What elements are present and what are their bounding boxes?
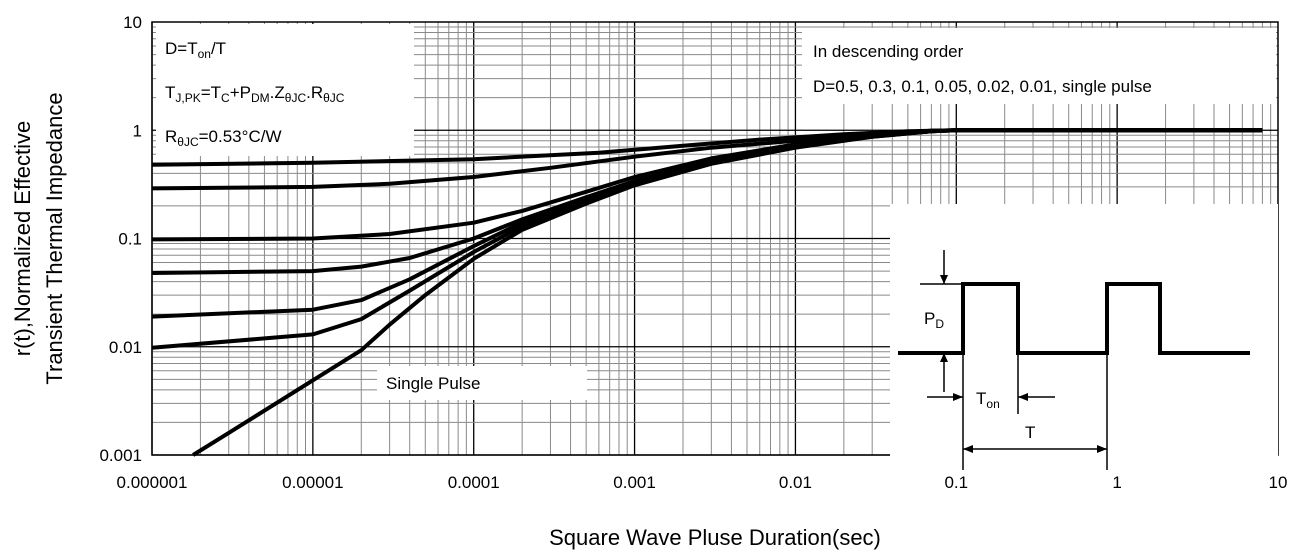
annotations: D=Ton/T TJ,PK=TC+PDM.ZθJC.RθJC RθJC=0.53… [156,24,1276,400]
rth-formula-part: =0.53°C/W [199,127,282,146]
duty-post: /T [211,39,226,58]
period-arrow-right-head [1097,445,1107,453]
pd-arrow-bottom-head [940,353,948,362]
tj-formula-part: J,PK [175,91,200,105]
tick-labels: 0.000001 0.00001 0.0001 0.001 0.01 0.1 1 10 0.00… [99,13,1287,492]
y-tick-label: 0.001 [99,446,142,465]
x-tick-label: 0.01 [779,473,812,492]
x-tick-label: 10 [1269,473,1288,492]
series-layer [151,128,1263,457]
y-tick-label: 0.01 [109,338,142,357]
duty-definition: D=Ton/T [165,39,226,61]
tj-formula-part: .R [306,83,323,102]
y-axis-title-line1: r(t),Normalized Effective [10,121,35,357]
x-axis-title: Square Wave Pluse Duration(sec) [549,525,881,550]
order-note-line2: D=0.5, 0.3, 0.1, 0.05, 0.02, 0.01, singl… [813,77,1152,96]
tj-formula-part: θJC [285,91,307,105]
ton-main: T [976,389,986,408]
pd-main: P [924,309,935,328]
single-pulse-label: Single Pulse [386,374,481,393]
y-tick-label: 1 [133,121,142,140]
y-tick-label: 10 [123,13,142,32]
series-line-7 [192,128,1263,457]
y-tick-label: 0.1 [118,230,142,249]
inset-background [890,204,1278,456]
tj-formula-part: θJC [323,91,345,105]
x-tick-label: 0.001 [613,473,656,492]
order-box [802,28,1276,104]
duty-main: D=T [165,39,198,58]
ton-arrow-right-head [1018,393,1028,401]
pd-label: PD [924,309,944,331]
formula-box [156,24,414,156]
pulse-waveform-inset: PD Ton T [890,204,1278,470]
period-label: T [1025,423,1035,442]
tj-formula-part: .Z [270,83,285,102]
pd-sub: D [935,317,944,331]
single-pulse-box [377,366,587,400]
inset-dimension-marks [920,250,1108,470]
duty-sub: on [198,47,211,61]
x-tick-label: 1 [1112,473,1121,492]
tj-formula-part: DM [251,91,270,105]
ton-sub: on [986,397,999,411]
x-tick-label: 0.00001 [282,473,343,492]
ton-label: Ton [976,389,1000,411]
tj-formula-part: +P [230,83,251,102]
ton-arrow-left-head [953,393,963,401]
rth-formula: RθJC=0.53°C/W [165,127,281,149]
tj-formula-part: =T [201,83,221,102]
rth-formula-part: R [165,127,177,146]
pd-arrow-top-head [940,275,948,284]
tj-formula-part: T [165,83,175,102]
y-axis-title-line2: Transient Thermal Impedance [42,92,67,384]
x-tick-label: 0.1 [944,473,968,492]
x-tick-label: 0.0001 [448,473,500,492]
period-arrow-left-head [963,445,973,453]
x-tick-label: 0.000001 [117,473,188,492]
order-note-line1: In descending order [813,42,964,61]
tj-formula-part: C [221,91,230,105]
tj-formula: TJ,PK=TC+PDM.ZθJC.RθJC [165,83,345,105]
rth-formula-part: θJC [177,135,199,149]
